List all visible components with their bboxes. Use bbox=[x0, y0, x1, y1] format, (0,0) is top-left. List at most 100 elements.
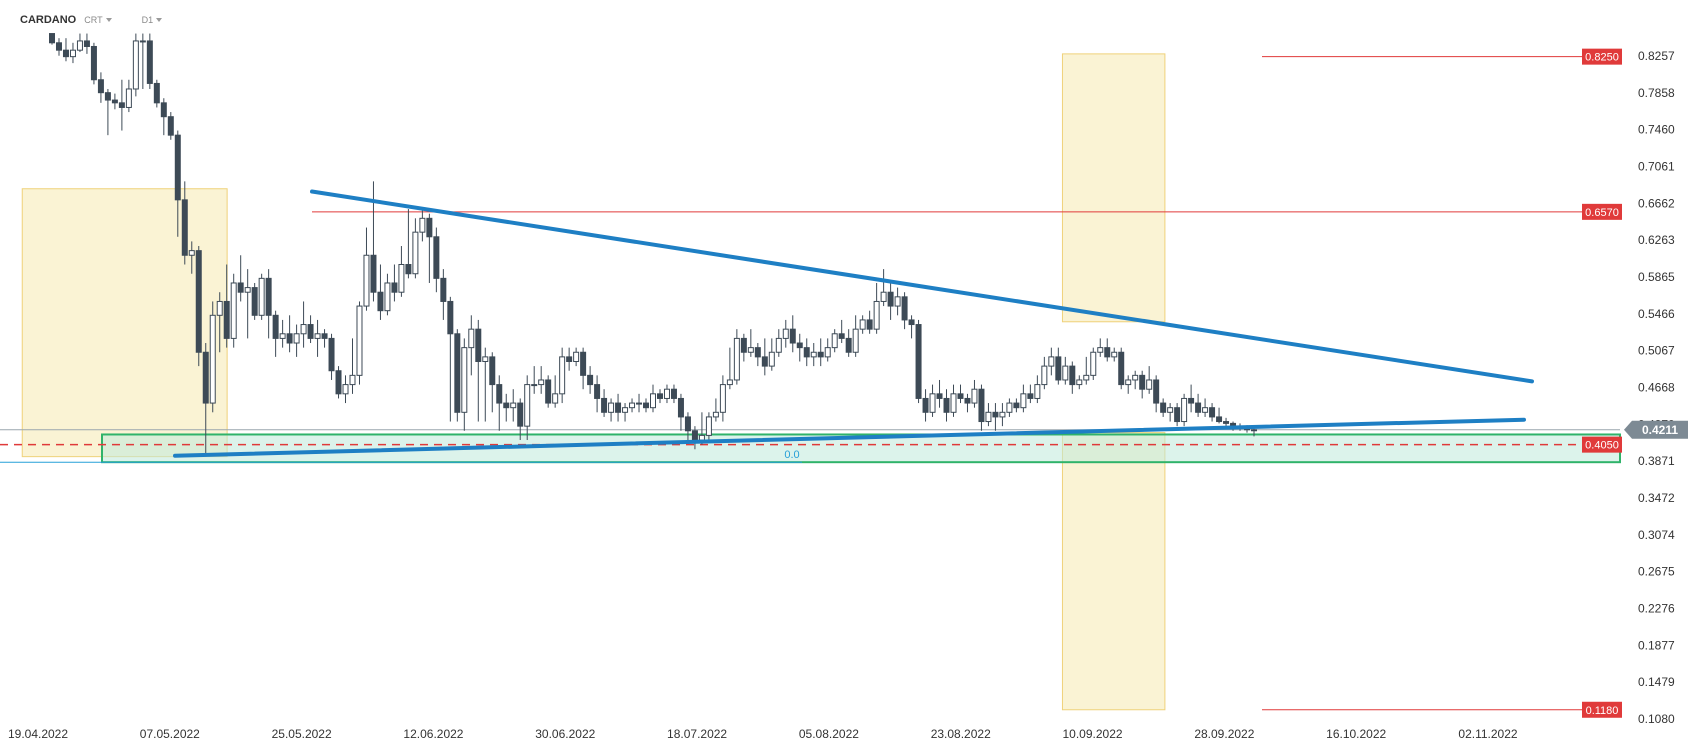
candle[interactable] bbox=[789, 328, 796, 344]
candle[interactable] bbox=[656, 393, 663, 399]
candle[interactable] bbox=[964, 397, 971, 404]
candle[interactable] bbox=[566, 356, 573, 362]
candle[interactable] bbox=[475, 328, 482, 362]
candle[interactable] bbox=[545, 379, 552, 404]
candle[interactable] bbox=[1076, 379, 1083, 386]
candle[interactable] bbox=[496, 384, 503, 404]
candle[interactable] bbox=[461, 347, 468, 413]
candle[interactable] bbox=[901, 296, 908, 321]
candle[interactable] bbox=[1202, 407, 1209, 413]
candle[interactable] bbox=[677, 397, 684, 418]
candle[interactable] bbox=[873, 300, 880, 330]
candle[interactable] bbox=[510, 402, 517, 409]
candle[interactable] bbox=[1041, 365, 1048, 386]
candle[interactable] bbox=[251, 287, 258, 316]
candle[interactable] bbox=[580, 351, 587, 376]
candle[interactable] bbox=[1167, 407, 1174, 413]
candle[interactable] bbox=[531, 384, 538, 387]
candle[interactable] bbox=[55, 42, 62, 51]
candle[interactable] bbox=[775, 337, 782, 353]
candle[interactable] bbox=[1174, 407, 1181, 423]
price-level-tag[interactable] bbox=[1582, 436, 1622, 453]
candle[interactable] bbox=[188, 250, 195, 256]
candle[interactable] bbox=[335, 370, 342, 395]
candle[interactable] bbox=[1006, 402, 1013, 413]
candle[interactable] bbox=[279, 333, 286, 339]
candle[interactable] bbox=[1027, 393, 1034, 399]
candle[interactable] bbox=[936, 393, 943, 399]
candle[interactable] bbox=[1118, 351, 1125, 386]
candle[interactable] bbox=[943, 397, 950, 413]
support-trendline[interactable] bbox=[173, 417, 1526, 458]
candle[interactable] bbox=[663, 388, 670, 399]
candle[interactable] bbox=[1013, 402, 1020, 409]
candle[interactable] bbox=[342, 384, 349, 395]
price-level-tag[interactable] bbox=[1582, 48, 1622, 65]
candle[interactable] bbox=[1216, 416, 1223, 423]
candle[interactable] bbox=[1160, 402, 1167, 413]
candle[interactable] bbox=[824, 347, 831, 358]
candle[interactable] bbox=[894, 296, 901, 307]
candle[interactable] bbox=[705, 416, 712, 436]
candle[interactable] bbox=[1048, 356, 1055, 367]
candle[interactable] bbox=[230, 282, 237, 339]
candle[interactable] bbox=[1195, 402, 1202, 413]
candle[interactable] bbox=[405, 263, 412, 275]
candle[interactable] bbox=[90, 45, 97, 81]
candle[interactable] bbox=[293, 333, 300, 344]
candle[interactable] bbox=[712, 411, 719, 418]
candle[interactable] bbox=[761, 356, 768, 367]
candle[interactable] bbox=[356, 305, 363, 376]
candle[interactable] bbox=[1209, 407, 1216, 418]
candle[interactable] bbox=[622, 407, 629, 413]
candle[interactable] bbox=[468, 328, 475, 349]
candle[interactable] bbox=[859, 319, 866, 330]
candle[interactable] bbox=[803, 347, 810, 358]
candle[interactable] bbox=[83, 40, 90, 47]
current-price-tag[interactable] bbox=[1624, 420, 1688, 439]
candle[interactable] bbox=[1125, 379, 1132, 386]
candle[interactable] bbox=[174, 134, 181, 201]
candle[interactable] bbox=[978, 388, 985, 423]
candle[interactable] bbox=[426, 217, 433, 238]
candle[interactable] bbox=[796, 342, 803, 349]
candle[interactable] bbox=[929, 393, 936, 413]
candle[interactable] bbox=[999, 411, 1006, 418]
candle[interactable] bbox=[754, 347, 761, 358]
candle[interactable] bbox=[629, 402, 636, 409]
candle[interactable] bbox=[202, 351, 209, 404]
candle[interactable] bbox=[670, 388, 677, 399]
candle[interactable] bbox=[1153, 379, 1160, 404]
candle[interactable] bbox=[132, 40, 139, 90]
candle[interactable] bbox=[1139, 374, 1146, 390]
candle[interactable] bbox=[419, 217, 426, 233]
candle[interactable] bbox=[538, 379, 545, 386]
candle[interactable] bbox=[601, 397, 608, 413]
candle[interactable] bbox=[587, 374, 594, 386]
candle[interactable] bbox=[866, 319, 873, 330]
candle[interactable] bbox=[733, 337, 740, 381]
candle[interactable] bbox=[363, 254, 370, 307]
candle[interactable] bbox=[992, 411, 999, 418]
candle[interactable] bbox=[922, 397, 929, 413]
candle[interactable] bbox=[747, 347, 754, 353]
candle[interactable] bbox=[223, 300, 230, 339]
candle[interactable] bbox=[636, 402, 643, 405]
candle[interactable] bbox=[726, 379, 733, 386]
candle[interactable] bbox=[370, 254, 377, 293]
interval-selector[interactable]: D1 bbox=[142, 15, 163, 25]
candle[interactable] bbox=[1083, 374, 1090, 381]
candle[interactable] bbox=[111, 99, 118, 104]
candle[interactable] bbox=[852, 328, 859, 353]
candle[interactable] bbox=[216, 300, 223, 316]
candle[interactable] bbox=[915, 324, 922, 399]
candle[interactable] bbox=[377, 291, 384, 312]
candle[interactable] bbox=[1090, 351, 1097, 376]
candle[interactable] bbox=[524, 384, 531, 427]
candle[interactable] bbox=[454, 333, 461, 413]
candle[interactable] bbox=[768, 351, 775, 367]
candle[interactable] bbox=[615, 402, 622, 413]
symbol-name[interactable]: CARDANO bbox=[20, 14, 77, 26]
candle[interactable] bbox=[719, 384, 726, 413]
candle[interactable] bbox=[328, 337, 335, 372]
